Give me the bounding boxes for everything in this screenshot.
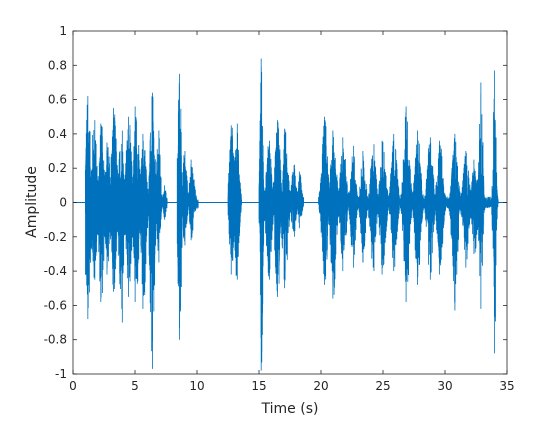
signal-layer	[73, 58, 507, 371]
y-tick-label: -0.4	[44, 264, 67, 278]
y-axis-ticks: 1 0.8 0.6 0.4 0.2 0 -0.2 -0.4 -0.6 -0.8 -1	[44, 24, 507, 381]
x-axis-label: Time (s)	[261, 401, 319, 417]
y-tick-label: -0.6	[44, 298, 67, 312]
y-tick-label: -0.2	[44, 230, 67, 244]
y-tick-label: 0.4	[48, 127, 67, 141]
signal-segment-1	[85, 92, 168, 369]
signal-segment-3	[227, 123, 242, 280]
x-tick-label: 35	[499, 379, 514, 393]
x-tick-label: 5	[131, 379, 139, 393]
x-axis-ticks: 0 5 10 15 20 25 30 35	[69, 31, 515, 393]
y-tick-label: 1	[59, 24, 67, 38]
x-tick-label: 20	[313, 379, 328, 393]
x-tick-label: 0	[69, 379, 77, 393]
y-tick-label: 0.8	[48, 58, 67, 72]
y-tick-label: -0.8	[44, 333, 67, 347]
signal-segment-2	[176, 73, 199, 340]
y-tick-label: 0	[59, 196, 67, 210]
x-tick-label: 10	[189, 379, 204, 393]
x-tick-label: 30	[437, 379, 452, 393]
y-axis-label: Amplitude	[24, 166, 40, 238]
signal-segment-4	[258, 58, 305, 371]
y-tick-label: -1	[55, 367, 67, 381]
signal-segment-5	[318, 70, 499, 354]
y-tick-label: 0.2	[48, 161, 67, 175]
x-tick-label: 15	[251, 379, 266, 393]
y-tick-label: 0.6	[48, 93, 67, 107]
x-tick-label: 25	[375, 379, 390, 393]
